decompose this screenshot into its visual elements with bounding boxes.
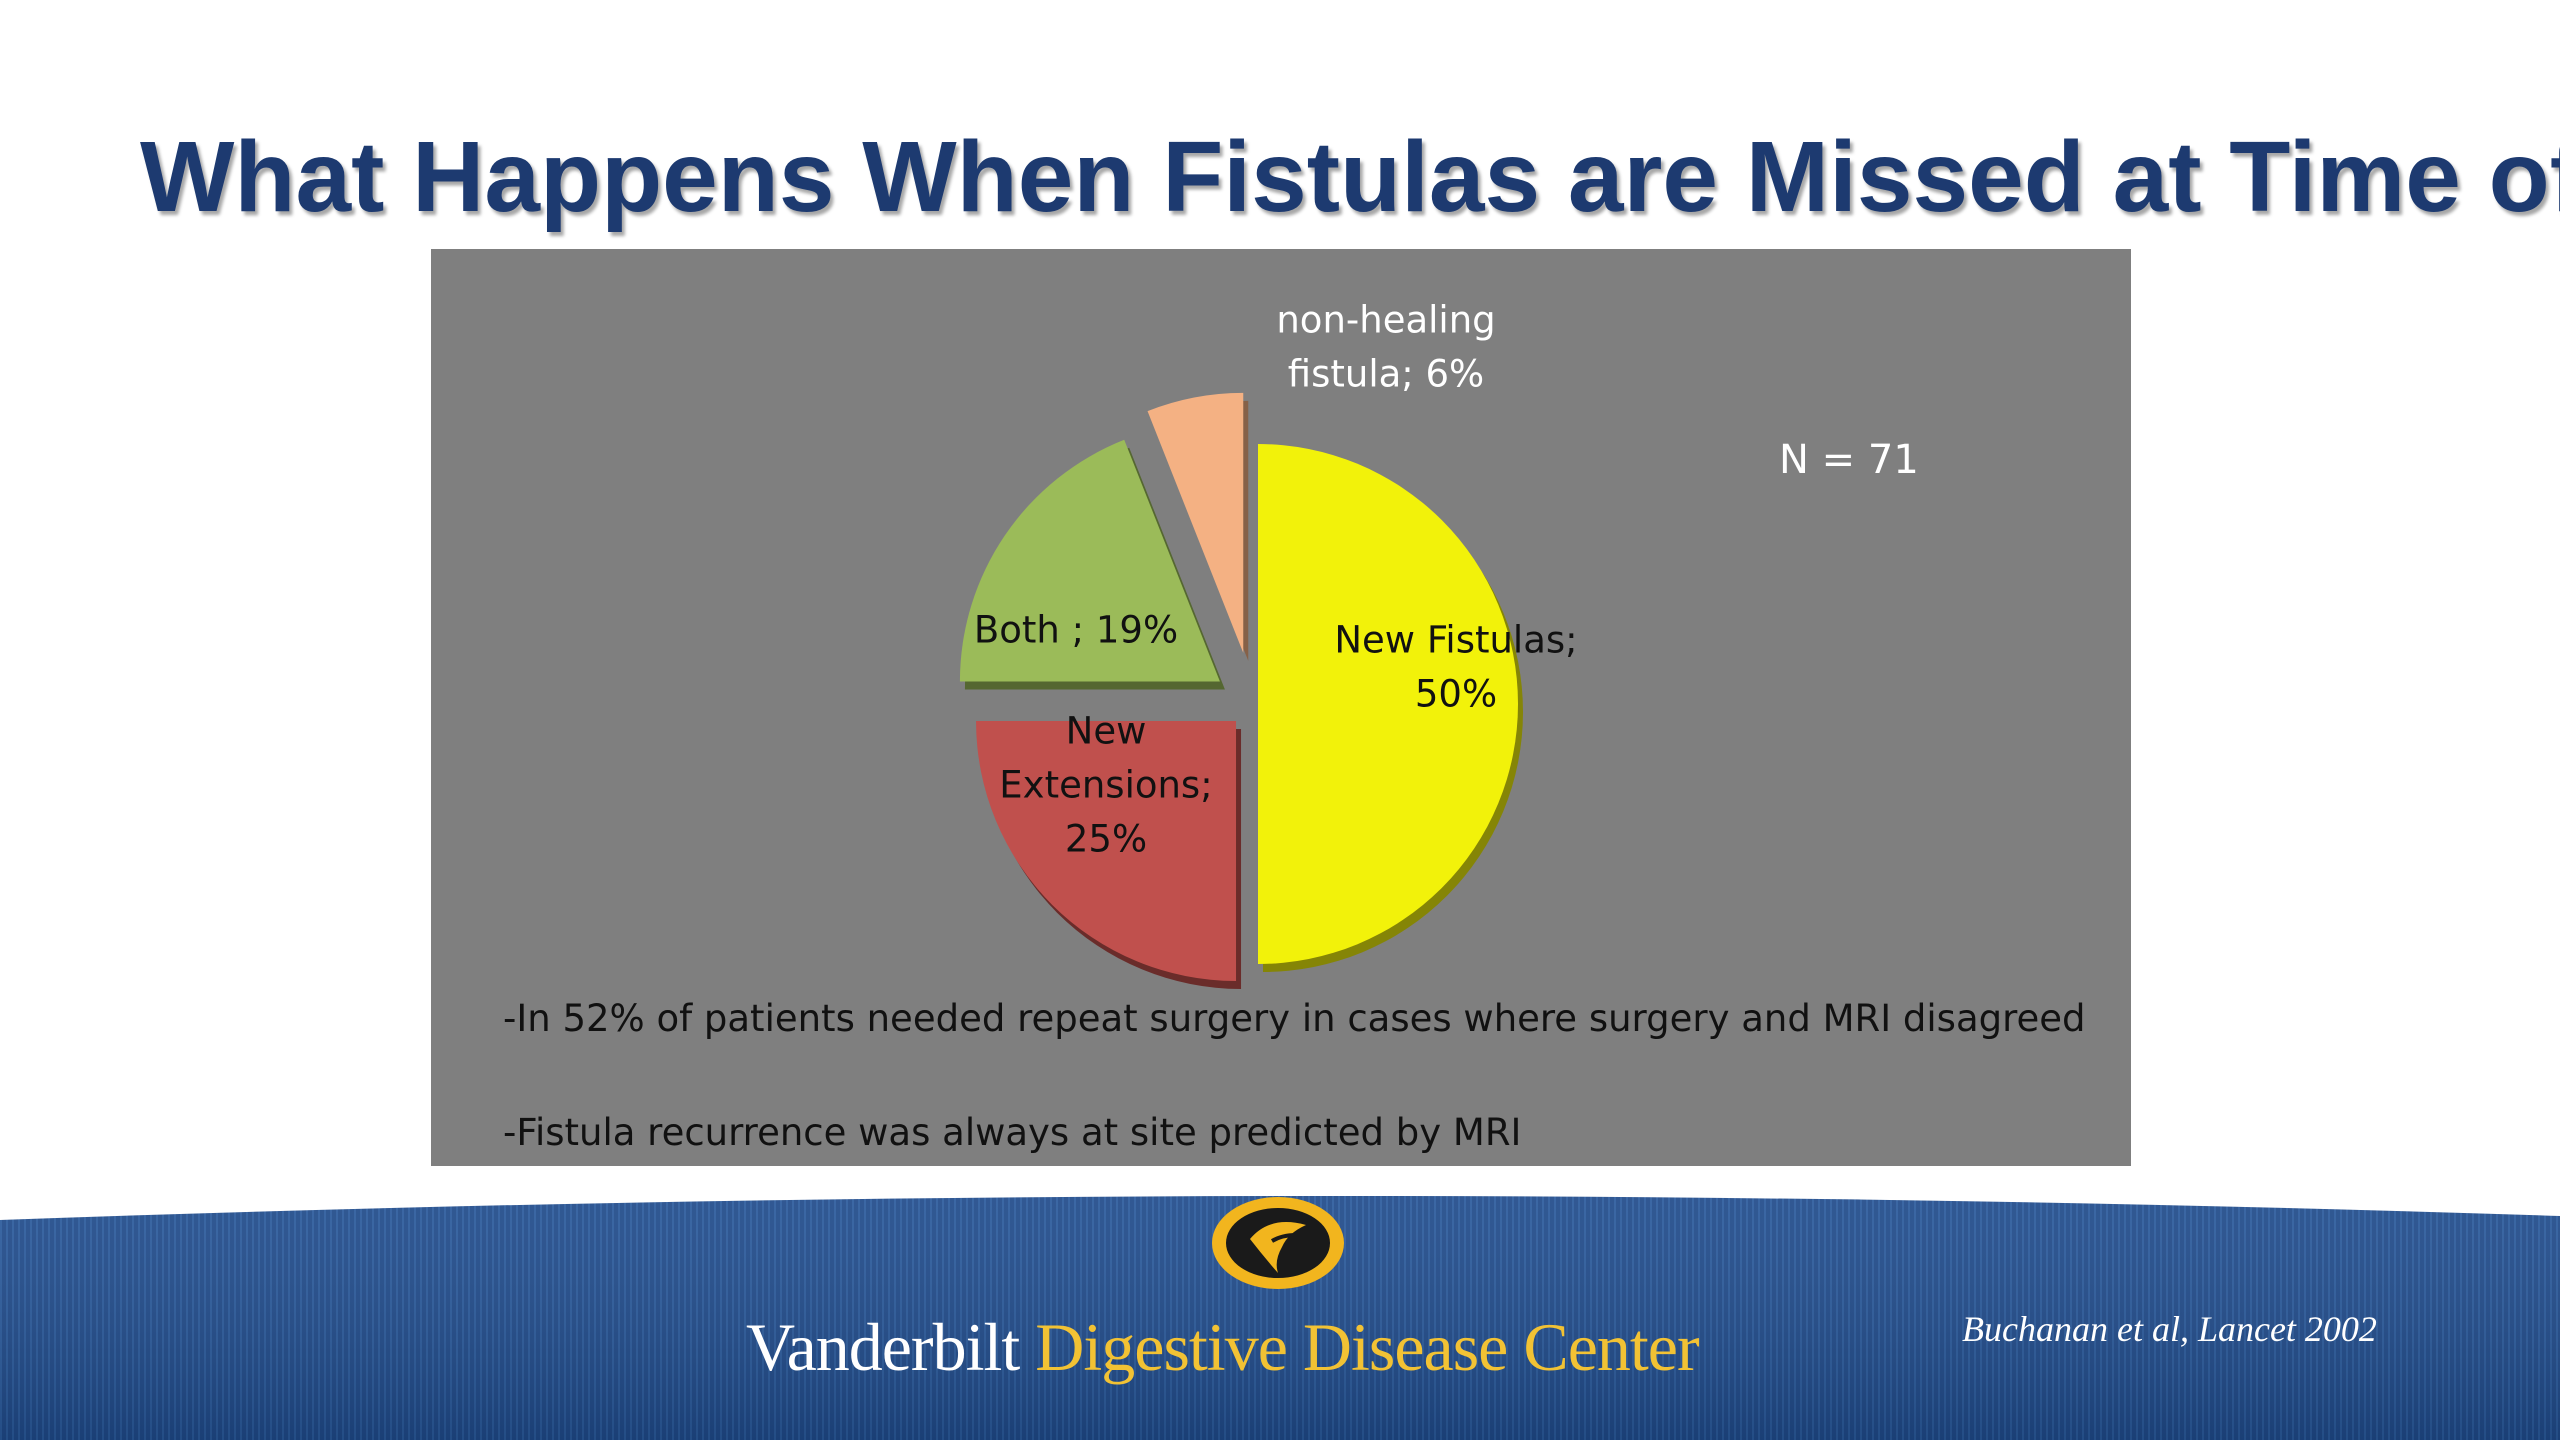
pie-label-new-fistulas-line-2: 50% — [1415, 673, 1497, 716]
pie-label-new-extensions-line-1: New — [1066, 710, 1147, 753]
footer-band — [0, 1195, 2560, 1440]
pie-slice-both — [959, 439, 1220, 682]
pie-label-non-healing-fistula-line-1: non-healing — [1276, 299, 1495, 342]
citation: Buchanan et al, Lancet 2002 — [1962, 1309, 2377, 1349]
chart-note-2: -Fistula recurrence was always at site p… — [503, 1111, 1522, 1154]
vanderbilt-logo-icon — [1212, 1197, 1344, 1289]
footer-brand: Vanderbilt Digestive Disease Center — [746, 1308, 1700, 1387]
slide-title: What Happens When Fistulas are Missed at… — [140, 121, 2560, 233]
pie-chart: New Fistulas; 50% New Extensions; 25% Both ; … — [959, 299, 1578, 989]
chart-panel: New Fistulas; 50% New Extensions; 25% Both ; … — [431, 249, 2131, 1166]
pie-slice-new-fistulas — [1258, 444, 1518, 964]
sample-size-label: N = 71 — [1779, 437, 1919, 483]
pie-label-both-line-1: Both ; 19% — [974, 609, 1178, 652]
pie-label-non-healing-fistula-line-2: fistula; 6% — [1288, 353, 1484, 396]
pie-label-new-fistulas-line-1: New Fistulas; — [1334, 619, 1577, 662]
pie-label-new-extensions-line-3: 25% — [1065, 818, 1147, 861]
pie-label-new-extensions-line-2: Extensions; — [999, 764, 1212, 807]
footer-banner: Vanderbilt Digestive Disease Center Buch… — [0, 1180, 2560, 1440]
brand-name-primary: Vanderbilt — [746, 1309, 1020, 1385]
chart-note-1: -In 52% of patients needed repeat surger… — [503, 997, 2086, 1040]
pie-slice-new-extensions — [976, 720, 1237, 981]
pie-slice-non-healing-fistula — [1147, 392, 1244, 653]
brand-name-secondary: Digestive Disease Center — [1035, 1309, 1699, 1385]
